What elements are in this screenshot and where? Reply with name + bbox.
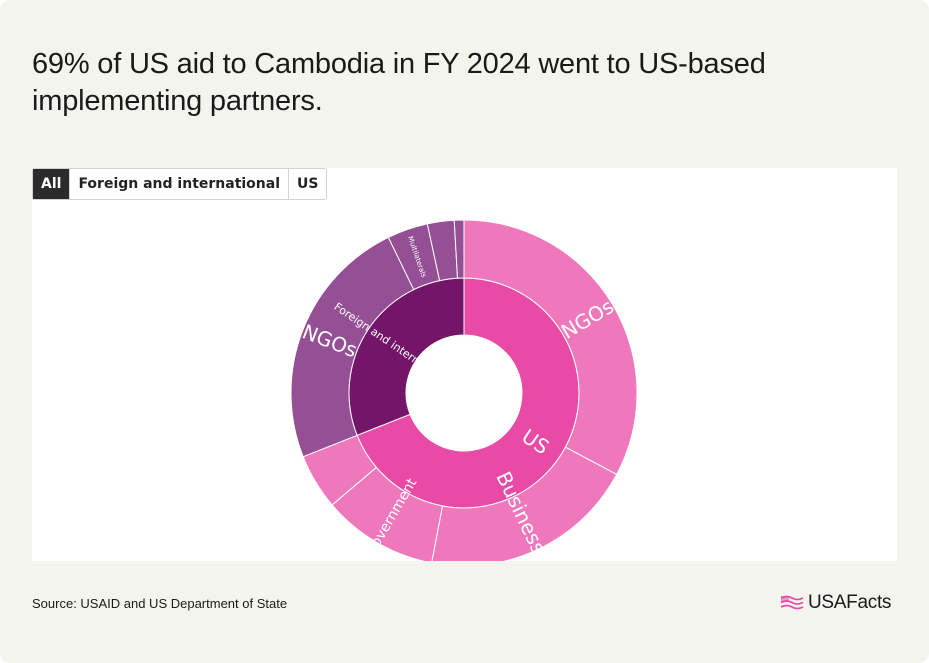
outer-segment-foreign-and-international-other-7[interactable] <box>453 219 465 279</box>
outer-segment-us-ngos[interactable] <box>463 219 638 476</box>
view-tabs: All Foreign and international US <box>32 168 328 200</box>
us-flag-icon <box>780 595 804 610</box>
chart-title: 69% of US aid to Cambodia in FY 2024 wen… <box>32 48 766 117</box>
usafacts-logo[interactable]: USAFacts <box>780 592 891 614</box>
chart-area: US Foreign and international NGOs Businesse… <box>32 168 897 561</box>
logo-text: USAFacts <box>808 592 892 613</box>
outer-segment-us-businesses[interactable] <box>431 446 618 561</box>
source-note: Source: USAID and US Department of State <box>32 596 288 611</box>
tab-foreign-and-international[interactable]: Foreign and international <box>70 169 290 199</box>
tab-all[interactable]: All <box>33 169 71 199</box>
tab-us[interactable]: US <box>297 176 319 192</box>
